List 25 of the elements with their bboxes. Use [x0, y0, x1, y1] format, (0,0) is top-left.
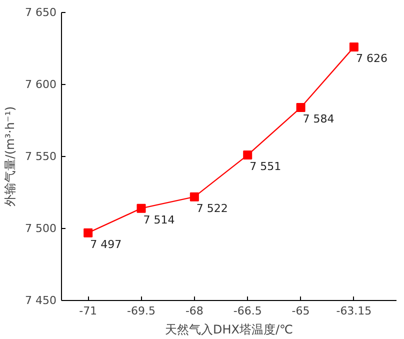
y-axis-title: 外输气量/(m³·h⁻¹) — [3, 106, 18, 207]
x-tick-label: -63.15 — [336, 304, 372, 318]
point — [84, 228, 93, 238]
x-tick-label: -66.5 — [233, 304, 262, 318]
y-tick-label: 7 600 — [25, 78, 57, 91]
data-label: 7 584 — [302, 112, 334, 126]
y-tick-label: 7 650 — [25, 6, 57, 19]
y-tick-label: 7 500 — [25, 222, 57, 235]
point — [190, 192, 199, 202]
point — [136, 204, 146, 213]
y-tick-label: 7 550 — [25, 150, 57, 163]
x-tick-label: -69.5 — [127, 304, 156, 318]
point — [296, 103, 306, 112]
point — [243, 150, 252, 160]
data-label: 7 497 — [90, 238, 122, 251]
y-tick-label: 7 450 — [25, 294, 57, 307]
data-label: 7 522 — [196, 202, 228, 215]
data-label: 7 626 — [356, 52, 388, 66]
data-label: 7 514 — [143, 213, 175, 226]
x-tick-label: -68 — [185, 304, 204, 318]
x-tick-label: -65 — [292, 304, 310, 318]
data-label: 7 551 — [250, 160, 282, 174]
x-axis-title: 天然气入DHX塔温度/℃ — [165, 322, 294, 336]
x-tick-label: -71 — [79, 304, 98, 318]
point — [349, 42, 358, 52]
